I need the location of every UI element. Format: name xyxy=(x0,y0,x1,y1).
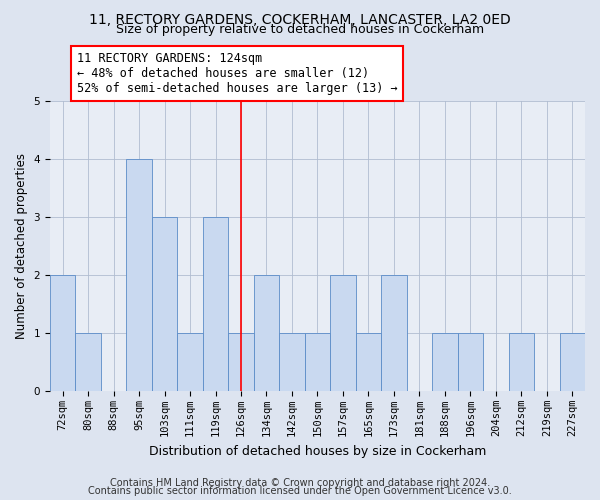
Bar xyxy=(228,333,254,391)
Bar xyxy=(50,275,76,391)
Text: Contains HM Land Registry data © Crown copyright and database right 2024.: Contains HM Land Registry data © Crown c… xyxy=(110,478,490,488)
Bar xyxy=(279,333,305,391)
Bar xyxy=(458,333,483,391)
Text: 11, RECTORY GARDENS, COCKERHAM, LANCASTER, LA2 0ED: 11, RECTORY GARDENS, COCKERHAM, LANCASTE… xyxy=(89,12,511,26)
Bar xyxy=(305,333,330,391)
Bar xyxy=(356,333,381,391)
Bar xyxy=(509,333,534,391)
Bar xyxy=(127,159,152,391)
Bar xyxy=(178,333,203,391)
Text: Contains public sector information licensed under the Open Government Licence v3: Contains public sector information licen… xyxy=(88,486,512,496)
Bar xyxy=(560,333,585,391)
Y-axis label: Number of detached properties: Number of detached properties xyxy=(15,153,28,339)
Bar xyxy=(254,275,279,391)
Bar xyxy=(381,275,407,391)
Bar xyxy=(432,333,458,391)
Bar xyxy=(152,217,178,391)
Text: 11 RECTORY GARDENS: 124sqm
← 48% of detached houses are smaller (12)
52% of semi: 11 RECTORY GARDENS: 124sqm ← 48% of deta… xyxy=(77,52,397,95)
Bar xyxy=(330,275,356,391)
Text: Size of property relative to detached houses in Cockerham: Size of property relative to detached ho… xyxy=(116,22,484,36)
Bar xyxy=(76,333,101,391)
Bar xyxy=(203,217,228,391)
X-axis label: Distribution of detached houses by size in Cockerham: Distribution of detached houses by size … xyxy=(149,444,486,458)
